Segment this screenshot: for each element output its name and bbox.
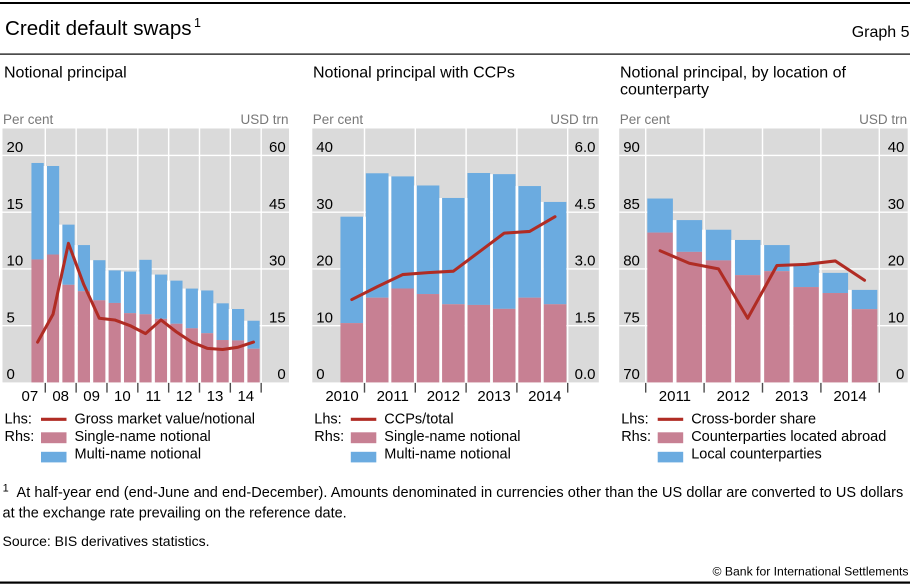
svg-text:Single-name notional: Single-name notional xyxy=(75,429,211,445)
svg-text:CCPs/total: CCPs/total xyxy=(384,412,453,428)
svg-text:30: 30 xyxy=(316,196,333,213)
svg-text:10: 10 xyxy=(114,388,131,405)
svg-text:0: 0 xyxy=(316,366,324,383)
svg-text:Single-name notional: Single-name notional xyxy=(384,429,520,445)
svg-text:Cross-border share: Cross-border share xyxy=(691,412,816,428)
svg-text:Local counterparties: Local counterparties xyxy=(691,446,822,462)
svg-text:USD trn: USD trn xyxy=(240,112,288,127)
svg-text:0: 0 xyxy=(7,366,15,383)
svg-text:Multi-name notional: Multi-name notional xyxy=(384,446,511,462)
svg-text:20: 20 xyxy=(888,253,905,270)
svg-text:2012: 2012 xyxy=(717,388,750,405)
svg-text:90: 90 xyxy=(623,139,640,156)
svg-text:Lhs:: Lhs: xyxy=(5,412,32,428)
svg-text:6.0: 6.0 xyxy=(575,139,596,156)
svg-text:Rhs:: Rhs: xyxy=(621,429,651,445)
svg-text:0: 0 xyxy=(896,366,904,383)
svg-text:10: 10 xyxy=(888,309,905,326)
svg-text:Per cent: Per cent xyxy=(3,112,54,127)
svg-text:2013: 2013 xyxy=(477,388,510,405)
svg-text:3.0: 3.0 xyxy=(575,253,596,270)
svg-text:counterparty: counterparty xyxy=(620,82,709,99)
svg-text:14: 14 xyxy=(237,388,254,405)
svg-text:15: 15 xyxy=(269,309,286,326)
svg-text:45: 45 xyxy=(269,196,286,213)
svg-text:Source: BIS derivatives statis: Source: BIS derivatives statistics. xyxy=(3,533,210,549)
svg-text:At half-year end (end-June and: At half-year end (end-June and end-Decem… xyxy=(17,485,904,501)
svg-text:at the exchange rate prevailin: at the exchange rate prevailing on the r… xyxy=(3,505,347,521)
svg-text:08: 08 xyxy=(52,388,69,405)
svg-text:Notional principal with CCPs: Notional principal with CCPs xyxy=(313,65,515,82)
svg-text:20: 20 xyxy=(316,253,333,270)
svg-text:Per cent: Per cent xyxy=(313,112,364,127)
svg-text:40: 40 xyxy=(316,139,333,156)
svg-text:Counterparties located abroad: Counterparties located abroad xyxy=(691,429,886,445)
svg-text:2014: 2014 xyxy=(528,388,561,405)
svg-text:Notional principal, by locatio: Notional principal, by location of xyxy=(620,65,846,82)
svg-text:09: 09 xyxy=(83,388,100,405)
svg-text:Graph 5: Graph 5 xyxy=(852,24,910,41)
svg-text:2013: 2013 xyxy=(775,388,808,405)
svg-text:20: 20 xyxy=(7,139,24,156)
svg-text:80: 80 xyxy=(623,253,640,270)
svg-text:60: 60 xyxy=(269,139,286,156)
svg-text:15: 15 xyxy=(7,196,24,213)
svg-text:Multi-name notional: Multi-name notional xyxy=(75,446,202,462)
svg-text:Gross market value/notional: Gross market value/notional xyxy=(75,412,256,428)
svg-text:Rhs:: Rhs: xyxy=(314,429,344,445)
svg-text:5: 5 xyxy=(7,309,15,326)
svg-text:© Bank for International Settl: © Bank for International Settlements xyxy=(713,564,909,578)
svg-text:1.5: 1.5 xyxy=(575,309,596,326)
svg-text:70: 70 xyxy=(623,366,640,383)
svg-text:USD trn: USD trn xyxy=(859,112,907,127)
svg-text:30: 30 xyxy=(888,196,905,213)
svg-text:Per cent: Per cent xyxy=(620,112,671,127)
svg-text:Credit default swaps: Credit default swaps xyxy=(5,17,192,40)
svg-text:1: 1 xyxy=(3,483,9,495)
svg-text:11: 11 xyxy=(146,388,162,405)
svg-text:USD trn: USD trn xyxy=(550,112,598,127)
svg-text:1: 1 xyxy=(194,16,201,30)
svg-text:4.5: 4.5 xyxy=(575,196,596,213)
svg-text:Rhs:: Rhs: xyxy=(5,429,35,445)
svg-text:2014: 2014 xyxy=(833,388,866,405)
svg-text:75: 75 xyxy=(623,309,640,326)
svg-text:85: 85 xyxy=(623,196,640,213)
svg-text:Lhs:: Lhs: xyxy=(314,412,341,428)
svg-text:Notional principal: Notional principal xyxy=(4,65,127,82)
svg-text:2012: 2012 xyxy=(427,388,460,405)
svg-text:10: 10 xyxy=(316,309,333,326)
svg-text:0: 0 xyxy=(277,366,285,383)
svg-text:Lhs:: Lhs: xyxy=(621,412,648,428)
svg-text:07: 07 xyxy=(22,388,39,405)
svg-text:40: 40 xyxy=(888,139,905,156)
svg-text:2011: 2011 xyxy=(659,388,691,405)
svg-text:10: 10 xyxy=(7,253,24,270)
svg-text:12: 12 xyxy=(176,388,193,405)
svg-text:0.0: 0.0 xyxy=(575,366,596,383)
svg-text:2011: 2011 xyxy=(377,388,409,405)
svg-text:2010: 2010 xyxy=(325,388,358,405)
svg-text:13: 13 xyxy=(207,388,224,405)
svg-text:30: 30 xyxy=(269,253,286,270)
